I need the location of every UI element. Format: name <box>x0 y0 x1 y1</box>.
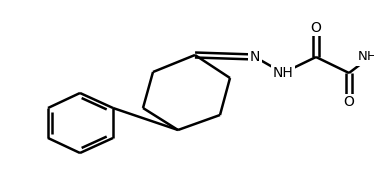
Text: O: O <box>344 95 355 109</box>
Text: NH: NH <box>273 66 293 80</box>
Text: NH$_2$: NH$_2$ <box>357 49 374 64</box>
Text: O: O <box>310 21 321 35</box>
Text: N: N <box>250 50 260 64</box>
